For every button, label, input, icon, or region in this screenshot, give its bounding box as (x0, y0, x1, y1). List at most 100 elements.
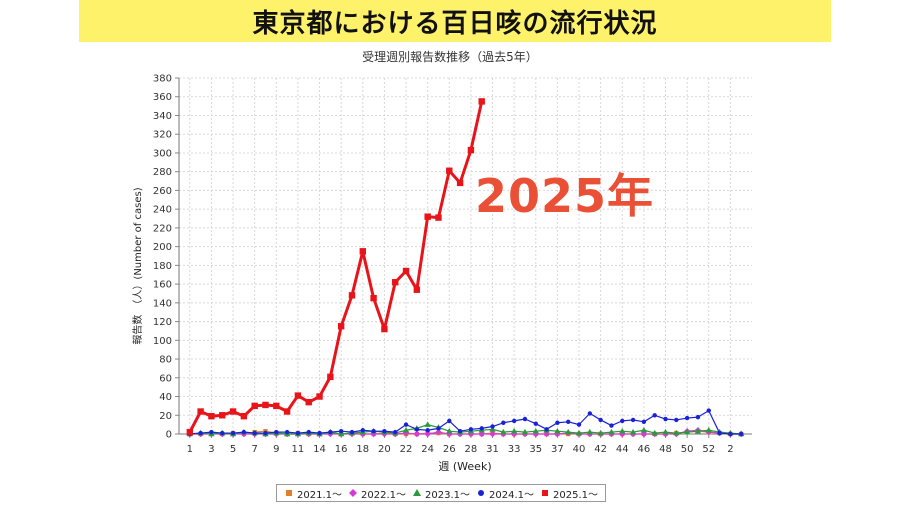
data-point (586, 428, 594, 435)
y-tick-label: 100 (153, 336, 172, 347)
legend-label: 2025.1～ (553, 489, 598, 501)
data-point (229, 408, 237, 415)
data-point (273, 402, 280, 410)
data-point (663, 416, 668, 422)
data-point (706, 408, 711, 413)
data-point (209, 429, 214, 435)
data-point (565, 428, 572, 435)
data-point (306, 429, 311, 435)
data-point (641, 419, 647, 425)
data-point (511, 418, 517, 424)
data-point (620, 418, 625, 424)
x-tick-label: 40 (573, 444, 586, 455)
data-point (262, 401, 269, 409)
legend-marker-shape (542, 490, 548, 496)
data-point (738, 431, 744, 437)
legend-marker-shape (286, 490, 292, 496)
data-point (544, 427, 549, 432)
data-point (597, 429, 604, 436)
x-tick-label: 16 (335, 444, 348, 455)
data-point (349, 429, 355, 435)
x-tick-label: 52 (702, 444, 715, 455)
data-point (382, 428, 387, 434)
data-point (640, 430, 648, 438)
data-point (555, 420, 560, 425)
chart-subtitle: 受理週別報告数推移（過去5年） (362, 50, 538, 64)
x-tick-label: 20 (378, 444, 391, 455)
data-point (393, 429, 398, 435)
axes: 0204060801001201401601802002202402602803… (153, 74, 752, 455)
x-tick-label: 18 (356, 444, 369, 455)
data-point (295, 430, 301, 436)
data-point (328, 429, 333, 435)
data-point (695, 414, 701, 420)
x-tick-label: 50 (681, 444, 694, 455)
legend-marker (478, 490, 484, 496)
legend-item: 2022.1～ (348, 486, 406, 501)
x-tick-label: 3 (208, 444, 214, 455)
y-tick-label: 380 (153, 74, 172, 85)
data-point (274, 429, 279, 435)
data-point (294, 392, 302, 399)
data-point (436, 426, 441, 431)
data-point (566, 419, 571, 425)
data-point (424, 430, 431, 438)
legend-marker (413, 489, 421, 496)
y-tick-label: 200 (153, 242, 172, 253)
data-point (360, 428, 365, 433)
legend-item: 2024.1～ (476, 486, 534, 501)
data-point (316, 393, 323, 400)
x-tick-label: 28 (465, 444, 478, 455)
data-point (717, 430, 722, 436)
data-point (522, 416, 528, 422)
series-lines (186, 98, 745, 438)
data-point (489, 426, 496, 432)
legend-marker-shape (349, 489, 357, 497)
data-point (587, 411, 593, 416)
data-point (413, 430, 421, 438)
data-point (683, 428, 691, 435)
y-axis-title: 報告数 （人）(Number of cases) (131, 187, 144, 344)
data-point (370, 294, 377, 302)
data-point (554, 427, 561, 434)
data-point (208, 413, 215, 420)
data-point (674, 417, 679, 423)
data-point (630, 417, 636, 423)
data-point (220, 430, 225, 436)
y-tick-label: 140 (153, 298, 172, 309)
chart-legend: 2021.1～ 2022.1～ 2023.1～ 2024.1～ 2025.1～ (276, 484, 606, 502)
data-point (694, 427, 702, 434)
y-tick-label: 220 (153, 223, 172, 234)
data-point (435, 214, 442, 221)
x-tick-label: 42 (594, 444, 607, 455)
grid (179, 77, 752, 435)
x-tick-label: 9 (273, 444, 279, 455)
series-line (189, 424, 742, 435)
legend-marker (542, 490, 548, 496)
y-tick-label: 80 (159, 355, 172, 366)
y-tick-label: 20 (159, 411, 172, 422)
x-tick-label: 11 (292, 444, 305, 455)
legend-marker (286, 490, 292, 496)
data-point (609, 423, 614, 428)
data-point (425, 428, 430, 433)
legend-marker-shape (413, 489, 421, 496)
data-point (467, 146, 475, 154)
x-tick-label: 14 (313, 444, 326, 455)
data-point (490, 424, 495, 429)
data-point (500, 428, 507, 435)
y-tick-label: 320 (153, 130, 172, 141)
data-point (424, 213, 431, 220)
x-tick-label: 37 (551, 444, 564, 455)
data-point (381, 325, 388, 333)
data-point (510, 427, 518, 434)
y-tick-label: 360 (153, 92, 172, 103)
y-tick-label: 300 (153, 148, 172, 159)
x-tick-label: 5 (230, 444, 236, 455)
x-tick-label: 24 (421, 444, 434, 455)
data-point (673, 429, 680, 436)
data-point (305, 398, 312, 406)
data-point (684, 415, 690, 421)
data-point (543, 430, 550, 438)
data-point (263, 430, 268, 436)
